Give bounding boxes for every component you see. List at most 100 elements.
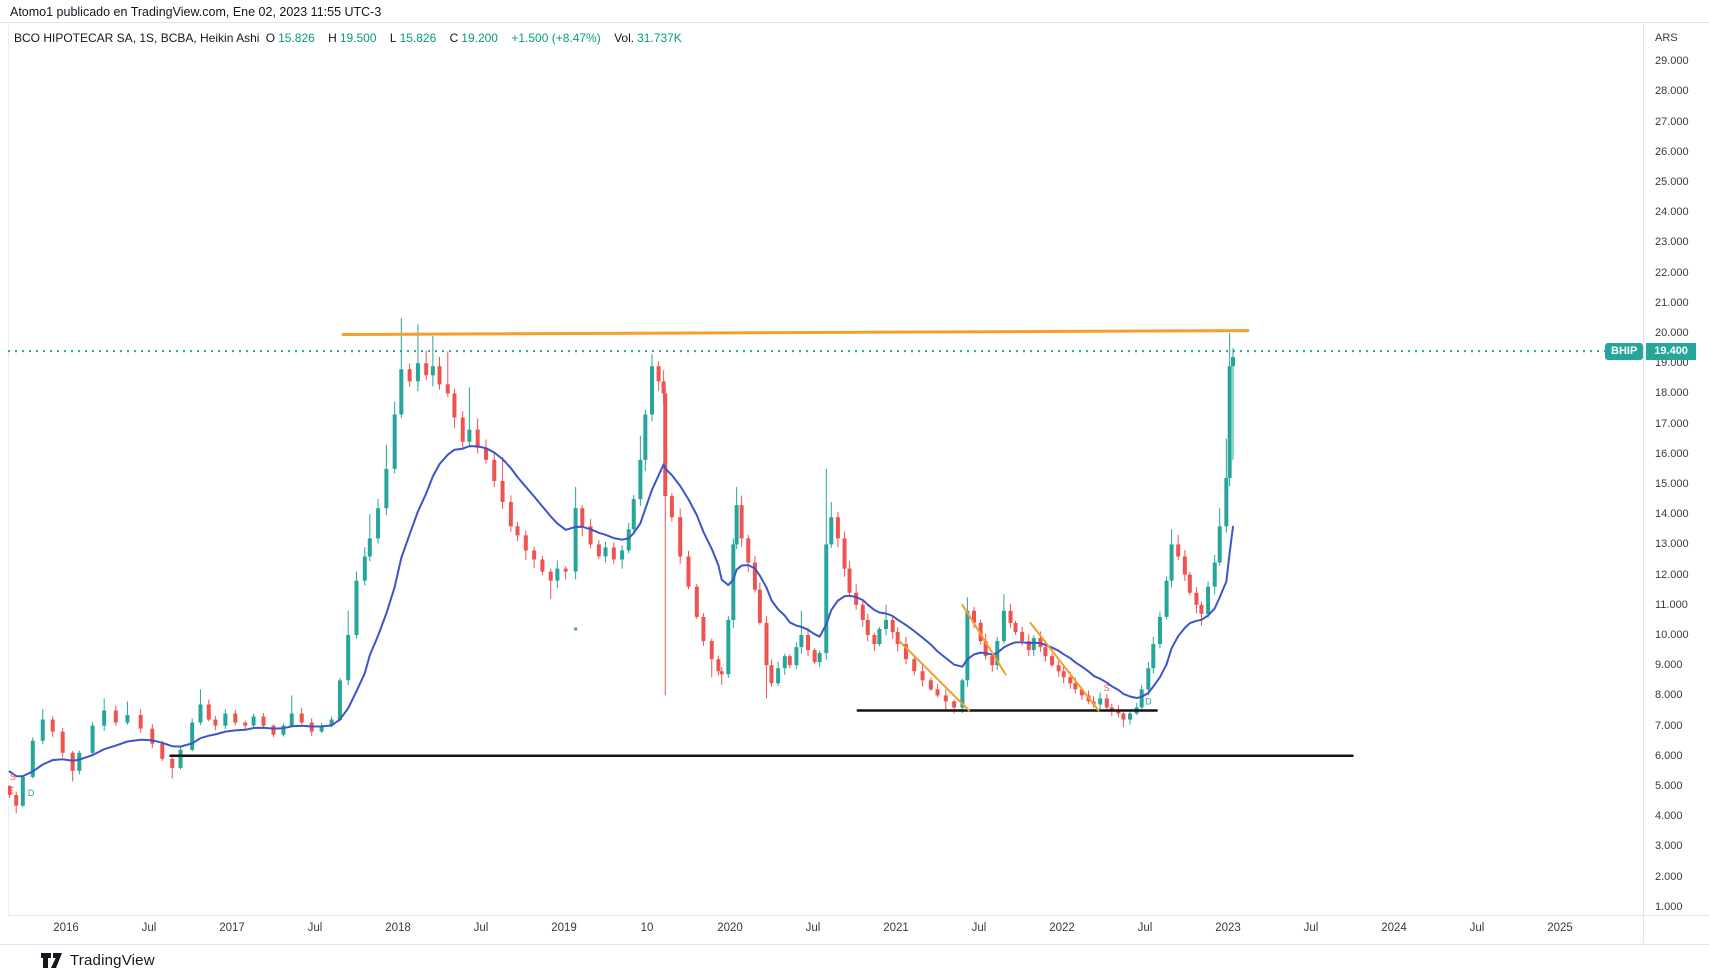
- price-tick: 4.000: [1655, 810, 1683, 823]
- candle-body: [1176, 544, 1181, 557]
- price-axis[interactable]: ARS 29.000 28.000 27.000 26.000 25.000 24.000…: [1644, 22, 1709, 915]
- candle-body: [50, 719, 55, 732]
- price-tick: 19.000: [1655, 357, 1689, 370]
- candle-body: [972, 610, 977, 623]
- trade-marker-d: D: [1145, 696, 1152, 706]
- candle-body: [555, 568, 560, 581]
- candle-body: [817, 653, 822, 663]
- candle-body: [656, 366, 661, 382]
- time-label-2022: 2022: [1049, 922, 1075, 934]
- candle-body: [1031, 638, 1036, 651]
- candle-body: [376, 508, 381, 539]
- watermark-text[interactable]: TradingView: [70, 952, 155, 969]
- candle-body: [206, 704, 211, 720]
- candle-body: [1230, 357, 1235, 367]
- close-value: 19.200: [461, 31, 498, 45]
- candle-body: [872, 635, 877, 645]
- price-tick: 5.000: [1655, 780, 1683, 792]
- candle-body: [709, 641, 714, 660]
- candle-body: [1157, 616, 1162, 645]
- price-tick: 12.000: [1655, 568, 1689, 581]
- candle-body: [1008, 610, 1013, 623]
- candle-body: [678, 517, 683, 557]
- candle-body: [1227, 366, 1232, 478]
- candle-body: [746, 538, 751, 563]
- open-value: 15.826: [278, 31, 315, 45]
- candle-body: [943, 695, 948, 702]
- time-axis[interactable]: 2016 Jul 2017 Jul 2018 Jul 2019 10 2020 Jul 2021 Ju…: [0, 916, 1643, 943]
- plot-layer: SE DSD: [8, 317, 1643, 814]
- candle-body: [620, 550, 625, 560]
- candle-body: [508, 502, 513, 527]
- candle-body: [251, 716, 256, 726]
- candle-body: [548, 571, 553, 581]
- candle-body: [787, 656, 792, 666]
- time-label-2018: 2018: [385, 922, 411, 934]
- tradingview-logo-icon[interactable]: [40, 951, 63, 970]
- candle-body: [739, 505, 744, 539]
- candle-body: [716, 659, 721, 672]
- price-tick: 15.000: [1655, 478, 1689, 490]
- tradingview-watermark[interactable]: TradingView: [40, 951, 155, 970]
- price-tick: 18.000: [1655, 387, 1689, 400]
- volume-label: Vol.: [614, 31, 635, 45]
- candle-body: [1164, 580, 1169, 617]
- candle-body: [178, 749, 183, 768]
- down-trendline-2: [961, 603, 1007, 676]
- candle-body: [354, 580, 359, 635]
- price-tick: 9.000: [1655, 659, 1683, 672]
- candle-body: [8, 786, 12, 796]
- candle-body: [835, 517, 840, 539]
- price-tick: 24.000: [1655, 206, 1689, 219]
- candle-body: [990, 656, 995, 666]
- candle-body: [912, 659, 917, 672]
- candle-body: [60, 731, 65, 753]
- candle-body: [523, 535, 528, 551]
- candle-body: [884, 619, 889, 629]
- candle-body: [40, 719, 45, 741]
- high-value: 19.500: [339, 31, 377, 45]
- candle-body: [1026, 641, 1031, 651]
- candle-body: [1050, 656, 1055, 666]
- candle-body: [170, 758, 175, 768]
- candle-body: [1001, 610, 1006, 642]
- candle-body: [860, 604, 865, 620]
- candle-body: [337, 680, 342, 720]
- candle-body: [261, 716, 266, 726]
- last-price-badge: BHIP 19.400: [1605, 343, 1696, 361]
- candle-body: [500, 480, 505, 503]
- candle-body: [1146, 668, 1151, 690]
- low-value: 15.826: [399, 31, 437, 45]
- candle-body: [663, 393, 668, 497]
- candle-body: [1079, 689, 1084, 696]
- time-label-jul: Jul: [307, 922, 323, 934]
- price-tick: 3.000: [1655, 840, 1683, 853]
- candle-body: [626, 529, 631, 551]
- price-tick: 17.000: [1655, 417, 1689, 430]
- price-tick: 7.000: [1655, 719, 1683, 732]
- trade-marker-e: E: [8, 786, 14, 796]
- candle-body: [669, 496, 674, 518]
- time-label-2021: 2021: [883, 922, 909, 934]
- candle-body: [70, 752, 75, 771]
- candle-body: [1056, 665, 1061, 672]
- candle-body: [686, 556, 691, 587]
- candle-body: [14, 795, 19, 806]
- candle-body: [806, 635, 811, 651]
- time-label-2023: 2023: [1215, 922, 1241, 934]
- candle-body: [299, 713, 304, 723]
- candle-body: [1139, 689, 1144, 708]
- candle-body: [281, 725, 286, 735]
- candle-body: [467, 429, 472, 442]
- candle-body: [415, 363, 420, 382]
- candle-body: [726, 619, 731, 675]
- price-tick: 26.000: [1655, 145, 1689, 158]
- volume-value: 31.737K: [637, 31, 682, 45]
- candle-body: [563, 568, 568, 572]
- candle-body: [890, 619, 895, 632]
- trade-marker-s: S: [1104, 683, 1110, 693]
- candle-body: [1206, 586, 1211, 614]
- candle-body: [445, 384, 450, 394]
- moving-average-line: [8, 445, 1234, 778]
